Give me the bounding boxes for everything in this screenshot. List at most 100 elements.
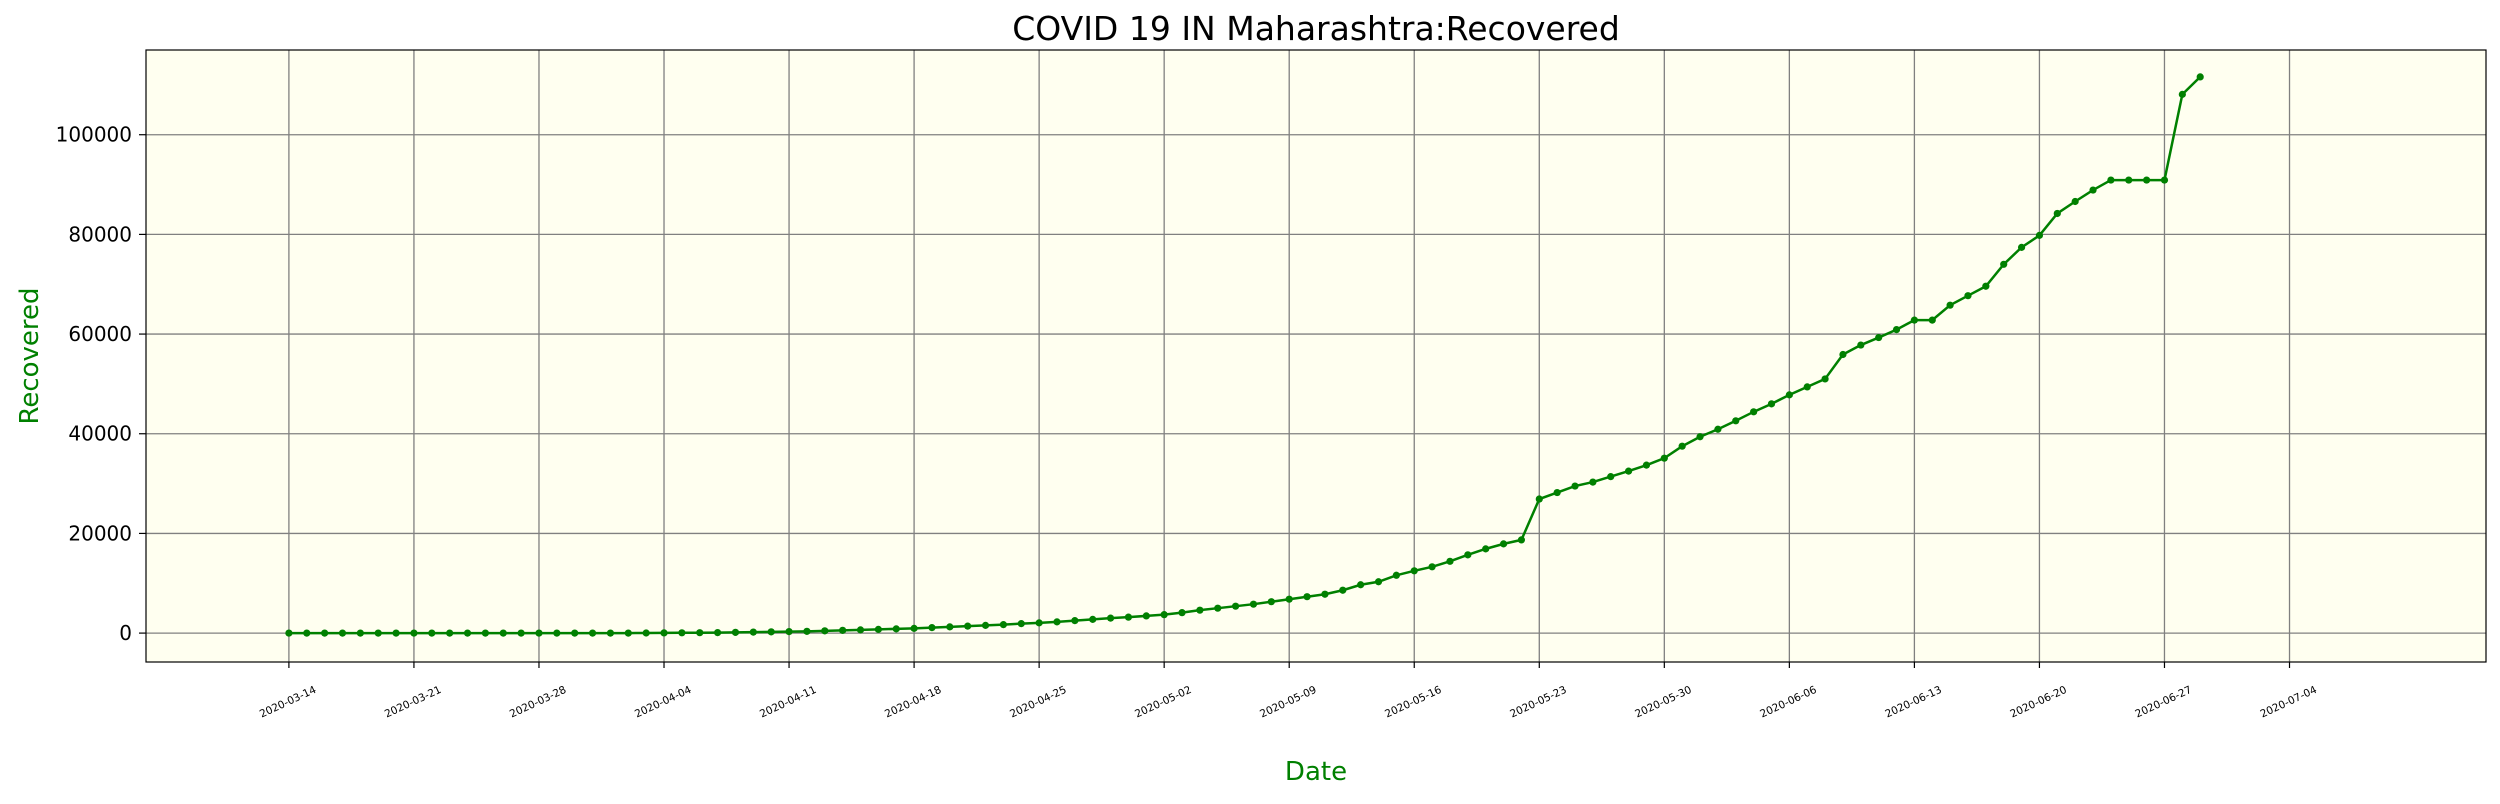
- y-tick-label: 40000: [68, 422, 132, 446]
- data-point: [1142, 612, 1150, 620]
- data-point: [1428, 563, 1436, 571]
- data-point: [1499, 540, 1508, 548]
- plot-area: [146, 50, 2486, 662]
- data-point: [2125, 176, 2133, 184]
- data-point: [1232, 602, 1240, 610]
- y-tick-label: 100000: [56, 123, 132, 147]
- x-tick-label: 2020-05-09: [1258, 684, 1318, 721]
- data-point: [588, 629, 597, 637]
- data-point: [964, 622, 972, 630]
- data-point: [749, 628, 757, 636]
- data-point: [821, 627, 829, 635]
- data-point: [1321, 590, 1329, 598]
- data-point: [2089, 186, 2097, 194]
- data-point: [1160, 611, 1168, 619]
- data-point: [356, 629, 364, 637]
- data-point: [446, 629, 454, 637]
- data-point: [1410, 567, 1418, 575]
- data-point: [1910, 316, 1918, 324]
- data-point: [1625, 467, 1633, 475]
- data-point: [642, 629, 650, 637]
- x-tick-label: 2020-07-04: [2258, 684, 2319, 721]
- x-tick-label: 2020-06-27: [2133, 684, 2193, 721]
- data-point: [1803, 383, 1811, 391]
- data-point: [946, 623, 954, 631]
- y-axis-ticks: 0 20000 40000 60000 80000 100000: [56, 123, 146, 645]
- x-tick-label: 2020-04-11: [758, 684, 818, 721]
- data-point: [1928, 316, 1936, 324]
- data-point: [463, 629, 472, 637]
- data-point: [1678, 442, 1686, 450]
- x-tick-label: 2020-05-02: [1133, 684, 1193, 721]
- data-point: [2017, 243, 2026, 251]
- data-point: [1982, 282, 1990, 290]
- data-point: [1571, 482, 1579, 490]
- data-point: [571, 629, 579, 637]
- y-tick-label: 20000: [68, 521, 132, 545]
- data-point: [303, 629, 311, 637]
- data-point: [1660, 454, 1668, 462]
- data-point: [2160, 176, 2169, 184]
- data-point: [1589, 478, 1597, 486]
- x-tick-label: 2020-03-21: [383, 684, 443, 721]
- data-point: [1714, 425, 1722, 433]
- data-point: [678, 629, 686, 637]
- data-point: [1732, 417, 1740, 425]
- data-point: [1249, 600, 1258, 608]
- data-point: [1303, 593, 1311, 601]
- data-point: [1106, 614, 1115, 622]
- data-point: [1285, 595, 1293, 603]
- x-tick-label: 2020-05-16: [1383, 684, 1444, 721]
- data-point: [1267, 598, 1275, 606]
- data-point: [660, 629, 668, 637]
- data-point: [410, 629, 418, 637]
- data-point: [321, 629, 329, 637]
- data-point: [928, 624, 936, 632]
- data-point: [892, 625, 900, 633]
- data-point: [499, 629, 507, 637]
- x-tick-label: 2020-03-14: [258, 684, 319, 721]
- data-point: [1196, 606, 1204, 614]
- x-tick-label: 2020-06-20: [2008, 684, 2068, 721]
- data-point: [1392, 571, 1400, 579]
- data-point: [1482, 545, 1490, 553]
- data-point: [1535, 495, 1543, 503]
- y-tick-label: 60000: [68, 322, 132, 346]
- data-point: [2053, 209, 2061, 218]
- data-point: [1946, 301, 1954, 309]
- data-point: [1339, 586, 1347, 594]
- data-point: [1696, 433, 1704, 441]
- data-point: [1053, 618, 1061, 626]
- data-point: [2178, 90, 2186, 98]
- data-point: [2143, 176, 2151, 184]
- y-tick-label: 80000: [68, 222, 132, 246]
- data-point: [1553, 488, 1561, 497]
- x-axis-ticks: 2020-03-14 2020-03-21 2020-03-28 2020-04-04…: [258, 662, 2319, 721]
- data-point: [1785, 391, 1793, 399]
- data-point: [785, 628, 793, 636]
- data-point: [1964, 292, 1972, 300]
- data-point: [981, 621, 990, 629]
- data-point: [1839, 350, 1847, 359]
- data-point: [481, 629, 489, 637]
- x-tick-label: 2020-06-06: [1758, 684, 1819, 721]
- data-point: [517, 629, 525, 637]
- data-point: [392, 629, 400, 637]
- x-tick-label: 2020-03-28: [508, 684, 568, 721]
- data-point: [2196, 73, 2204, 81]
- data-point: [1017, 620, 1025, 628]
- data-point: [856, 626, 865, 634]
- data-point: [2035, 231, 2044, 239]
- data-point: [428, 629, 436, 637]
- data-point: [767, 628, 775, 636]
- data-point: [1642, 461, 1651, 469]
- data-point: [285, 629, 293, 637]
- x-tick-label: 2020-04-18: [883, 684, 943, 721]
- recovered-series-points: [285, 73, 2204, 637]
- data-point: [1875, 333, 1883, 342]
- x-tick-label: 2020-06-13: [1883, 684, 1943, 721]
- x-tick-label: 2020-05-23: [1508, 684, 1568, 721]
- data-point: [999, 621, 1008, 629]
- plot-frame: [145, 49, 2487, 663]
